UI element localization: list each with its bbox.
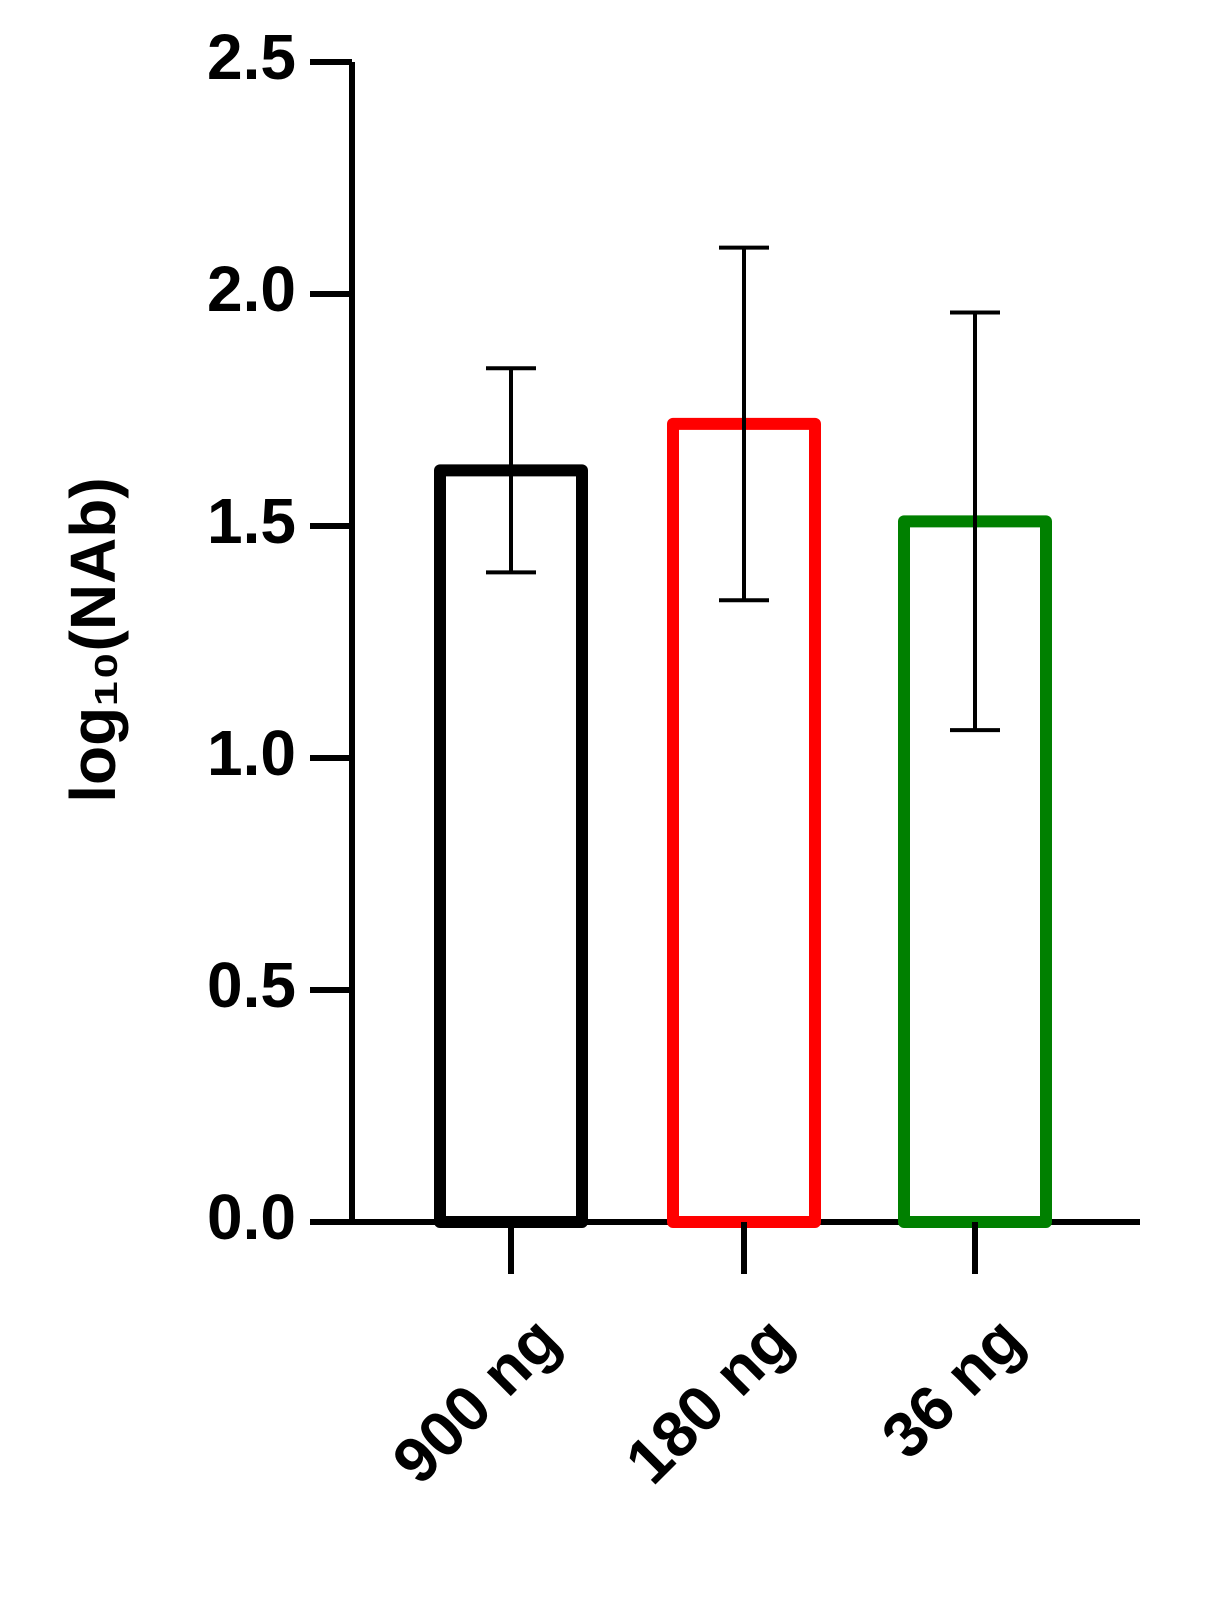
- y-tick-label: 1.5: [207, 485, 296, 557]
- y-tick-label: 2.0: [207, 253, 296, 325]
- bar: [434, 464, 588, 1228]
- y-tick-label: 0.5: [207, 949, 296, 1021]
- y-axis-label: log₁₀(NAb): [57, 477, 129, 802]
- x-tick-label: 900 ng: [379, 1303, 573, 1497]
- x-tick-label: 36 ng: [868, 1303, 1037, 1472]
- x-tick-label: 180 ng: [612, 1303, 806, 1497]
- y-tick-label: 0.0: [207, 1181, 296, 1253]
- y-tick-label: 2.5: [207, 21, 296, 93]
- y-tick-label: 1.0: [207, 717, 296, 789]
